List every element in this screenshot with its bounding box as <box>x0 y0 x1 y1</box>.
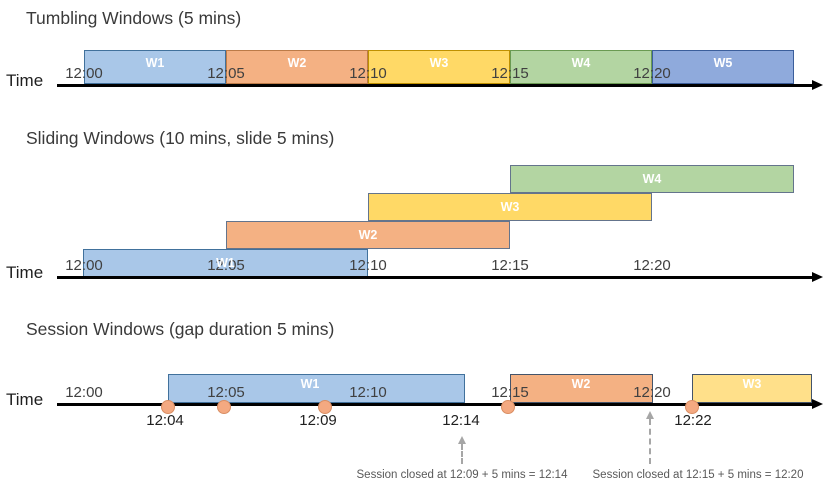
session-closed-annotation: Session closed at 12:15 + 5 mins = 12:20 <box>592 469 804 481</box>
annotation-arrow-icon <box>457 436 466 444</box>
annotation-arrow-icon <box>645 411 654 419</box>
tumbling-windows-title: Tumbling Windows (5 mins) <box>26 8 242 28</box>
window-bar-session-w2 <box>510 374 653 403</box>
session-closed-annotation: Session closed at 12:09 + 5 mins = 12:14 <box>356 469 568 481</box>
tick-label-sliding: 12:10 <box>349 257 387 274</box>
window-bar-tumbling-w3 <box>368 50 510 84</box>
timeline-axis-session <box>57 403 812 406</box>
window-label-w3: W3 <box>429 56 449 70</box>
window-label-w1: W1 <box>300 377 320 391</box>
event-dot <box>217 399 231 414</box>
timeline-arrowhead-icon <box>812 79 823 90</box>
annotation-arrow-shaft <box>649 419 651 464</box>
tick-label-tumbling: 12:05 <box>207 65 245 82</box>
tick-label-tumbling: 12:00 <box>65 65 103 82</box>
window-bar-tumbling-w1 <box>84 50 226 84</box>
event-dot <box>318 399 332 414</box>
window-label-w1: W1 <box>216 256 235 270</box>
tick-label-session: 12:00 <box>65 384 103 401</box>
window-bar-session-w3 <box>692 374 812 403</box>
event-dot <box>685 399 699 414</box>
annotation-arrow-shaft <box>461 444 463 464</box>
tick-label-sliding: 12:05 <box>207 257 245 274</box>
event-time-label: 12:09 <box>299 412 337 429</box>
window-label-w2: W2 <box>358 228 378 242</box>
timeline-axis-tumbling <box>57 84 812 87</box>
window-label-w4: W4 <box>571 56 591 70</box>
event-dot <box>501 399 515 414</box>
window-label-w2: W2 <box>287 56 307 70</box>
window-label-w4: W4 <box>642 172 662 186</box>
window-bar-tumbling-w4 <box>510 50 652 84</box>
window-label-w2: W2 <box>571 377 591 391</box>
time-axis-label-session: Time <box>6 390 44 409</box>
event-time-label: 12:14 <box>442 412 480 429</box>
window-bar-sliding-w2 <box>226 221 510 249</box>
window-bar-tumbling-w2 <box>226 50 368 84</box>
window-bar-sliding-w3 <box>368 193 652 221</box>
session-windows-title: Session Windows (gap duration 5 mins) <box>26 319 335 339</box>
tick-label-sliding: 12:15 <box>491 257 529 274</box>
time-axis-label-tumbling: Time <box>6 71 44 90</box>
tick-label-session: 12:10 <box>349 384 387 401</box>
window-label-w1: W1 <box>145 56 165 70</box>
tick-label-session: 12:20 <box>633 384 671 401</box>
window-bar-sliding-w4 <box>510 165 794 193</box>
event-time-label: 12:04 <box>146 412 184 429</box>
window-bar-sliding-w1 <box>83 249 368 277</box>
window-label-w5: W5 <box>713 56 733 70</box>
window-bar-tumbling-w5 <box>652 50 794 84</box>
timeline-arrowhead-icon <box>812 398 823 409</box>
tick-label-tumbling: 12:15 <box>491 65 529 82</box>
window-label-w3: W3 <box>742 377 762 391</box>
tick-label-sliding: 12:00 <box>65 257 103 274</box>
timeline-arrowhead-icon <box>812 271 823 282</box>
tick-label-session: 12:15 <box>491 384 529 401</box>
time-axis-label-sliding: Time <box>6 263 44 282</box>
window-label-w3: W3 <box>500 200 520 214</box>
tick-label-sliding: 12:20 <box>633 257 671 274</box>
tick-label-session: 12:05 <box>207 384 245 401</box>
event-dot <box>161 399 175 414</box>
tick-label-tumbling: 12:10 <box>349 65 387 82</box>
sliding-windows-title: Sliding Windows (10 mins, slide 5 mins) <box>26 128 335 148</box>
timeline-axis-sliding <box>57 276 812 279</box>
window-bar-session-w1 <box>168 374 465 403</box>
event-time-label: 12:22 <box>674 412 712 429</box>
tick-label-tumbling: 12:20 <box>633 65 671 82</box>
